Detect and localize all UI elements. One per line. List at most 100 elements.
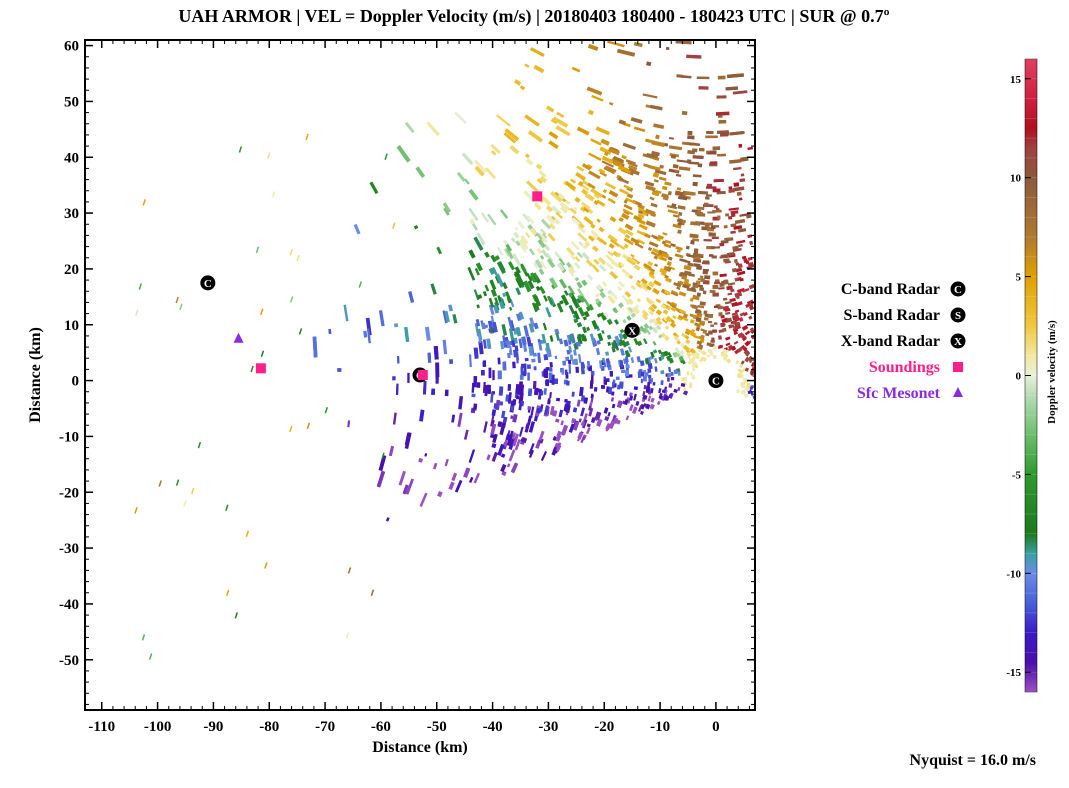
velocity-gate <box>625 356 629 363</box>
velocity-gate <box>628 346 632 353</box>
velocity-gate <box>561 294 569 306</box>
velocity-gate <box>573 343 579 350</box>
velocity-gate <box>674 335 679 341</box>
velocity-gate <box>674 169 679 174</box>
y-axis-title: Distance (km) <box>27 327 44 423</box>
velocity-gate <box>588 303 594 311</box>
velocity-gate <box>664 274 669 280</box>
velocity-gate <box>484 324 489 329</box>
velocity-gate <box>692 238 700 242</box>
velocity-gate <box>497 246 504 256</box>
velocity-gate <box>681 332 687 338</box>
velocity-gate <box>591 320 599 330</box>
velocity-gate <box>621 268 629 276</box>
velocity-gate <box>723 354 729 359</box>
velocity-gate <box>596 284 603 291</box>
velocity-gate <box>720 314 725 319</box>
velocity-gate <box>613 156 624 163</box>
velocity-gate <box>533 322 539 330</box>
y-tick-label: 40 <box>64 150 79 166</box>
velocity-gate <box>545 252 554 263</box>
velocity-gate <box>135 309 139 316</box>
velocity-gate <box>738 228 747 233</box>
velocity-gate <box>694 284 699 288</box>
velocity-gate <box>502 292 507 298</box>
velocity-gate <box>495 399 501 411</box>
velocity-gate <box>539 438 544 444</box>
velocity-gate <box>641 309 649 317</box>
velocity-gate <box>697 304 705 309</box>
velocity-gate <box>524 63 530 68</box>
velocity-gate <box>673 353 678 358</box>
velocity-gate <box>473 403 478 411</box>
velocity-gate <box>569 354 574 361</box>
velocity-gate <box>395 383 399 396</box>
velocity-gate <box>541 333 547 344</box>
x-tick-label: -20 <box>594 719 614 735</box>
velocity-gate <box>534 387 539 396</box>
velocity-gate <box>734 277 739 282</box>
velocity-gate <box>676 340 682 345</box>
velocity-gate <box>739 278 744 282</box>
velocity-gate <box>734 309 740 313</box>
velocity-gate <box>735 388 741 394</box>
velocity-gate <box>680 271 688 277</box>
x-tick-label: -100 <box>144 719 172 735</box>
velocity-gate <box>658 356 662 362</box>
velocity-gate <box>732 314 739 320</box>
velocity-gate <box>497 421 503 427</box>
velocity-gate <box>607 289 613 295</box>
velocity-gate <box>644 180 655 187</box>
velocity-gate <box>577 181 584 187</box>
velocity-gate <box>664 181 672 186</box>
velocity-gate <box>500 464 507 473</box>
velocity-gate <box>683 313 689 319</box>
velocity-gate <box>739 374 744 378</box>
velocity-gate <box>698 358 703 363</box>
velocity-gate <box>548 140 559 150</box>
velocity-gate <box>424 453 428 457</box>
velocity-gate <box>543 295 548 302</box>
velocity-gate <box>510 462 519 474</box>
velocity-gate <box>653 156 660 161</box>
velocity-gate <box>568 340 572 345</box>
velocity-gate <box>726 252 735 257</box>
velocity-gate <box>574 276 580 282</box>
velocity-gate <box>691 304 699 310</box>
velocity-gate <box>686 371 690 376</box>
velocity-gate <box>692 282 698 286</box>
velocity-gate <box>533 302 540 311</box>
velocity-gate <box>539 254 545 260</box>
velocity-gate <box>518 426 524 437</box>
velocity-gate <box>529 274 536 283</box>
velocity-gate <box>134 507 138 514</box>
velocity-gate <box>510 405 514 411</box>
velocity-gate <box>528 322 535 333</box>
velocity-gate <box>607 234 618 244</box>
velocity-gate <box>524 114 540 127</box>
velocity-gate <box>614 342 619 351</box>
velocity-gate <box>584 193 595 202</box>
velocity-gate <box>183 500 187 507</box>
velocity-gate <box>588 235 595 242</box>
velocity-gate <box>694 322 701 327</box>
velocity-gate <box>556 302 564 313</box>
velocity-gate <box>731 311 738 316</box>
velocity-gate <box>545 307 552 318</box>
velocity-gate <box>591 94 604 102</box>
velocity-gate <box>725 336 731 341</box>
velocity-gate <box>664 350 670 357</box>
velocity-gate <box>691 209 698 213</box>
velocity-gate <box>633 393 637 401</box>
velocity-gate <box>404 122 415 134</box>
velocity-gate <box>628 164 638 171</box>
velocity-gate <box>648 270 655 277</box>
velocity-gate <box>692 253 702 258</box>
velocity-gate <box>567 285 575 295</box>
velocity-gate <box>593 200 599 205</box>
velocity-gate <box>580 395 585 402</box>
velocity-gate <box>622 319 627 324</box>
velocity-gate <box>693 334 699 339</box>
velocity-gate <box>508 261 515 271</box>
velocity-gate <box>505 394 510 402</box>
